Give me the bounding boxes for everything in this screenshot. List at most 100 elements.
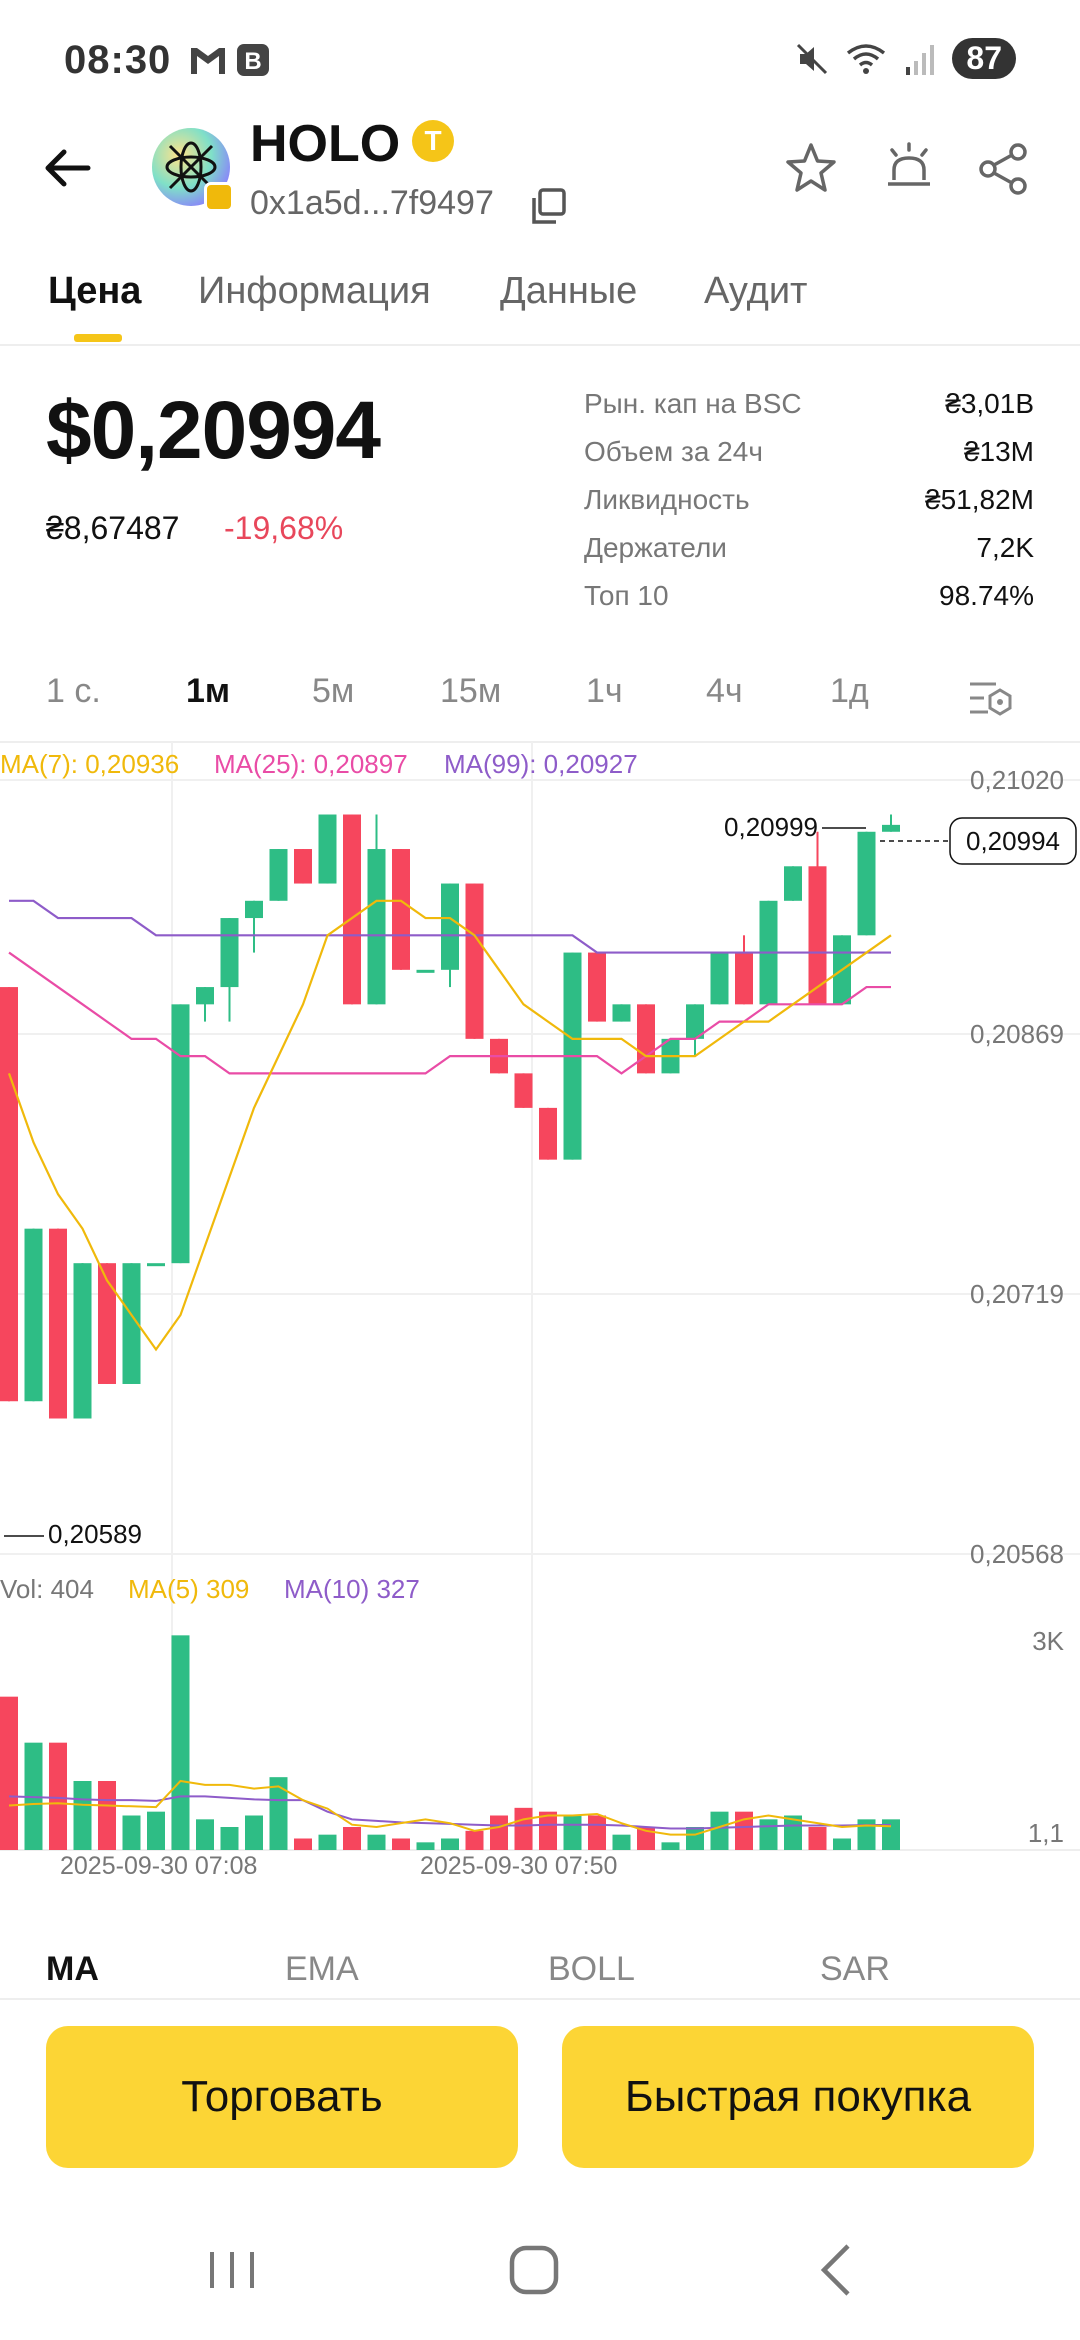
candle-body [73, 1263, 92, 1419]
contract-address: 0x1a5d...7f9497 [250, 184, 494, 222]
y-tick-label: 0,20719 [970, 1279, 1064, 1309]
stat-value: ₴3,01B [945, 388, 1034, 419]
volume-ma10-label: MA(10) 327 [284, 1574, 420, 1604]
volume-bar [441, 1838, 459, 1850]
volume-bar [0, 1696, 18, 1850]
volume-bar [588, 1815, 606, 1850]
candle-body [612, 1004, 631, 1022]
candle-body [441, 883, 459, 970]
candle-body [343, 814, 361, 1005]
candle-body [784, 866, 802, 901]
candle-body [98, 1263, 116, 1384]
candle-body [49, 1228, 67, 1419]
volume-bar [637, 1827, 655, 1850]
high-label: 0,20999 [724, 812, 818, 842]
tab-info[interactable]: Информация [198, 270, 431, 312]
timeframe-1m[interactable]: 1м [186, 672, 231, 710]
last-price-label: 0,20994 [966, 826, 1060, 856]
candle-body [588, 952, 606, 1022]
copy-icon[interactable] [528, 186, 568, 226]
ma7-label: MA(7): 0,20936 [0, 749, 179, 779]
indicator-sar[interactable]: SAR [820, 1950, 890, 1988]
back-arrow-icon[interactable] [38, 138, 98, 198]
candle-body [294, 849, 312, 884]
indicator-ema[interactable]: EMA [285, 1950, 359, 1988]
volume-bar [514, 1807, 533, 1850]
token-stats: Рын. кап на BSC ₴3,01B Объем за 24ч ₴13M Л… [584, 388, 1034, 628]
star-icon[interactable] [782, 140, 840, 198]
candle-body [808, 866, 827, 1005]
price-alert-icon[interactable] [880, 140, 938, 198]
volume-bar [539, 1811, 557, 1850]
timeframe-15m[interactable]: 15м [440, 672, 502, 710]
stat-row: Объем за 24ч ₴13M [584, 436, 1034, 484]
ma25-label: MA(25): 0,20897 [214, 749, 408, 779]
system-back-icon[interactable] [796, 2230, 876, 2310]
price-uah: ₴8,67487 [46, 510, 180, 546]
candle-body [122, 1263, 141, 1384]
volume-bar [612, 1834, 631, 1850]
tab-price[interactable]: Цена [48, 270, 142, 312]
candle-body [514, 1073, 533, 1108]
chart-settings-icon[interactable] [966, 676, 1014, 720]
y-tick-label: 0,20568 [970, 1539, 1064, 1569]
stat-row: Держатели 7,2K [584, 532, 1034, 580]
app-b-icon: B [237, 44, 269, 76]
divider [0, 1998, 1080, 2000]
candle-body [196, 987, 214, 1005]
candle-body [539, 1107, 557, 1160]
indicator-boll[interactable]: BOLL [548, 1950, 635, 1988]
candle-body [0, 987, 18, 1402]
share-icon[interactable] [974, 140, 1032, 198]
bsc-chain-icon [204, 182, 234, 212]
timeframe-4h[interactable]: 4ч [706, 672, 743, 710]
candle-body [318, 814, 337, 884]
volume-bar [661, 1842, 680, 1850]
price-usd: $0,20994 [46, 385, 381, 476]
signal-icon [906, 44, 935, 75]
candle-body [710, 952, 729, 1005]
wifi-icon [847, 43, 886, 74]
volume-bar [171, 1635, 190, 1850]
volume-bar [710, 1811, 729, 1850]
volume-bar [49, 1742, 67, 1850]
active-tab-indicator [74, 334, 122, 342]
timeframe-1s[interactable]: 1 с. [46, 672, 101, 710]
x-axis-label: 2025-09-30 07:50 [420, 1852, 617, 1880]
price-change: -19,68% [224, 510, 344, 546]
volume-bar [882, 1819, 900, 1850]
candle-body [367, 849, 386, 1005]
volume-bar [833, 1838, 851, 1850]
indicator-ma[interactable]: MA [46, 1950, 99, 1988]
timeframe-1d[interactable]: 1д [830, 672, 869, 710]
tab-audit[interactable]: Аудит [704, 270, 808, 312]
price-chart[interactable]: MA(7): 0,20936 MA(25): 0,20897 MA(99): 0… [0, 740, 1080, 1886]
volume-bar [245, 1815, 263, 1850]
tab-data[interactable]: Данные [500, 270, 638, 312]
candle-body [465, 883, 484, 1039]
status-bar: 08:30 B 87 [0, 0, 1080, 120]
volume-ma5-label: MA(5) 309 [128, 1574, 249, 1604]
timeframe-1h[interactable]: 1ч [586, 672, 623, 710]
volume-bar [122, 1815, 141, 1850]
notification-icons: B [188, 40, 270, 80]
stat-label: Ликвидность [584, 484, 750, 515]
volume-bar [490, 1815, 508, 1850]
volume-label: Vol: 404 [0, 1574, 94, 1604]
volume-bar [269, 1777, 288, 1850]
trade-button[interactable]: Торговать [46, 2026, 518, 2168]
candle-body [392, 849, 410, 970]
volume-bar [220, 1827, 239, 1850]
recent-apps-icon[interactable] [192, 2230, 272, 2310]
system-icons: 87 [794, 38, 1016, 79]
stat-value: ₴51,82M [925, 484, 1034, 515]
volume-bar [367, 1834, 386, 1850]
quick-buy-button[interactable]: Быстрая покупка [562, 2026, 1034, 2168]
timeframe-5m[interactable]: 5м [312, 672, 355, 710]
volume-bar [294, 1838, 312, 1850]
volume-bar [686, 1827, 704, 1850]
x-axis-label: 2025-09-30 07:08 [60, 1852, 257, 1880]
volume-ma5-line [8, 1779, 892, 1836]
home-icon[interactable] [494, 2230, 574, 2310]
candle-body [220, 918, 239, 988]
